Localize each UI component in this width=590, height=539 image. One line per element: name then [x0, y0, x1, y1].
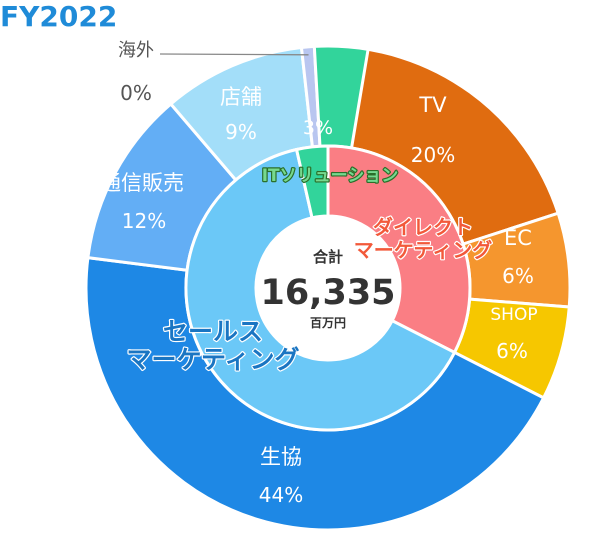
center-total-value: 16,335: [260, 273, 395, 313]
label-sales-marketing-line1: セールス: [163, 317, 263, 346]
chart-title: FY2022: [0, 0, 118, 33]
label-percent-TV: 20%: [411, 143, 455, 167]
label-name-SHOP: SHOP: [490, 305, 537, 325]
slice-inner-ダイレクト-マーケティング: [326, 144, 472, 355]
center-total-label: 合計: [312, 248, 343, 266]
label-name-TV: TV: [418, 93, 447, 117]
label-it-solution: ITソリューション: [262, 166, 399, 186]
label-percent-生協: 44%: [259, 483, 303, 507]
slice-inner-セールス-マーケティング: [184, 147, 457, 432]
center-hole: [257, 217, 399, 359]
label-percent-海外: 0%: [120, 81, 152, 105]
label-sales-marketing-line2: マーケティング: [126, 345, 299, 374]
label-direct-marketing-line2: マーケティング: [354, 238, 492, 262]
label-percent-EC: 6%: [502, 264, 534, 288]
label-name-EC: EC: [504, 226, 532, 250]
slice-inner-ITソリューション: [294, 144, 330, 220]
label-name-通信販売: 通信販売: [100, 171, 184, 195]
center-total-unit: 百万円: [310, 316, 346, 330]
label-percent-ITソリューション: 3%: [303, 117, 333, 139]
label-name-店舗: 店舗: [220, 85, 262, 109]
leader-line-overseas: [159, 53, 309, 56]
label-percent-通信販売: 12%: [122, 209, 166, 233]
label-direct-marketing-line1: ダイレクト: [373, 215, 473, 239]
label-name-海外: 海外: [118, 40, 154, 61]
label-percent-SHOP: 6%: [496, 339, 528, 363]
label-name-生協: 生協: [260, 445, 302, 469]
label-percent-店舗: 9%: [225, 120, 257, 144]
